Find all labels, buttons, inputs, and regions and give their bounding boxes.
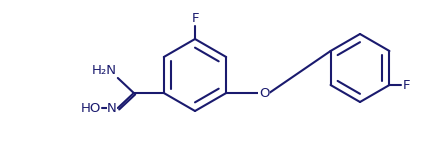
Text: H₂N: H₂N <box>92 64 117 77</box>
Text: O: O <box>259 87 269 99</box>
Text: F: F <box>402 78 410 92</box>
Text: N: N <box>107 102 117 114</box>
Text: HO: HO <box>80 102 101 114</box>
Text: F: F <box>191 12 199 25</box>
